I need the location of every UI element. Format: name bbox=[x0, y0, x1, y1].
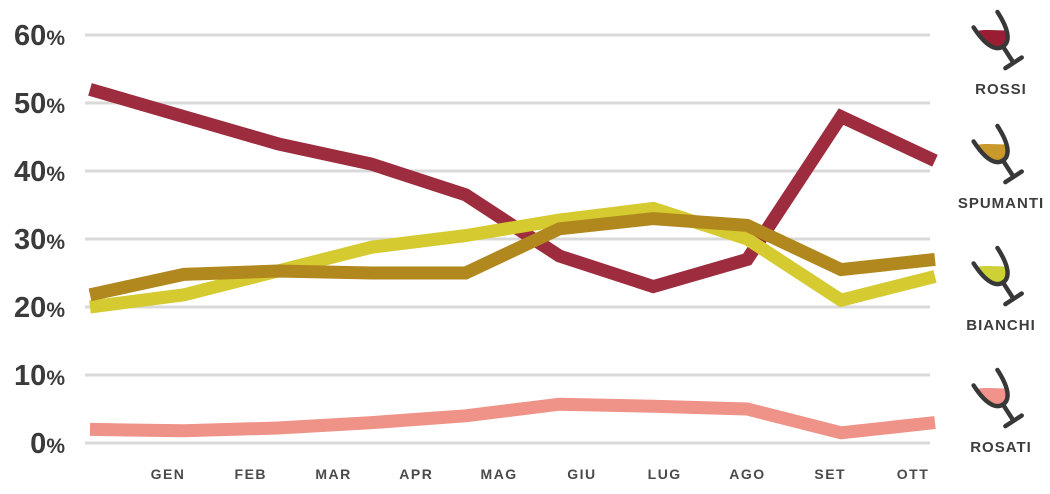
y-axis-tick-label: 10% bbox=[14, 360, 65, 392]
legend-item-rossi: ROSSI bbox=[952, 8, 1050, 98]
legend-label-rosati: ROSATI bbox=[970, 439, 1032, 456]
legend-label-bianchi: BIANCHI bbox=[966, 317, 1036, 334]
x-axis-month-label: SET bbox=[814, 466, 846, 482]
wine-glass-icon-bianchi bbox=[971, 245, 1024, 307]
x-axis-month-label: GIU bbox=[567, 466, 596, 482]
y-axis-tick-label: 30% bbox=[14, 224, 65, 256]
series-line-rosati bbox=[89, 397, 936, 440]
legend-item-bianchi: BIANCHI bbox=[952, 244, 1050, 334]
x-axis-labels: GEN FEB MAR APR MAG GIU LUG AGO SET OTT bbox=[151, 466, 930, 482]
y-axis-labels: 0% 10% 20% 30% 40% 50% 60% bbox=[14, 20, 65, 460]
gridlines bbox=[85, 33, 930, 445]
series-line-spumanti bbox=[88, 212, 936, 302]
y-axis-tick-label: 20% bbox=[14, 292, 65, 324]
y-axis-tick-label: 40% bbox=[14, 156, 65, 188]
y-axis-tick-label: 50% bbox=[14, 88, 65, 120]
chart-legend: ROSSI SPUMANTI bbox=[952, 0, 1050, 494]
wine-glass-icon-rossi bbox=[971, 9, 1024, 71]
x-axis-month-label: APR bbox=[399, 466, 433, 482]
x-axis-month-label: MAR bbox=[315, 466, 351, 482]
x-axis-month-label: OTT bbox=[897, 466, 930, 482]
x-axis-month-label: MAG bbox=[481, 466, 518, 482]
x-axis-month-label: AGO bbox=[729, 466, 765, 482]
x-axis-month-label: LUG bbox=[648, 466, 682, 482]
x-axis-month-label: GEN bbox=[151, 466, 186, 482]
wine-glass-icon-rosati bbox=[971, 367, 1024, 429]
wine-glass-icon-spumanti bbox=[971, 123, 1024, 185]
y-axis-tick-label: 0% bbox=[30, 428, 65, 460]
x-axis-month-label: FEB bbox=[235, 466, 268, 482]
legend-item-rosati: ROSATI bbox=[952, 366, 1050, 456]
series-line-bianchi bbox=[89, 201, 937, 314]
y-axis-tick-label: 60% bbox=[14, 20, 65, 52]
legend-label-spumanti: SPUMANTI bbox=[957, 195, 1045, 212]
legend-label-rossi: ROSSI bbox=[975, 81, 1027, 98]
legend-item-spumanti: SPUMANTI bbox=[952, 122, 1050, 212]
